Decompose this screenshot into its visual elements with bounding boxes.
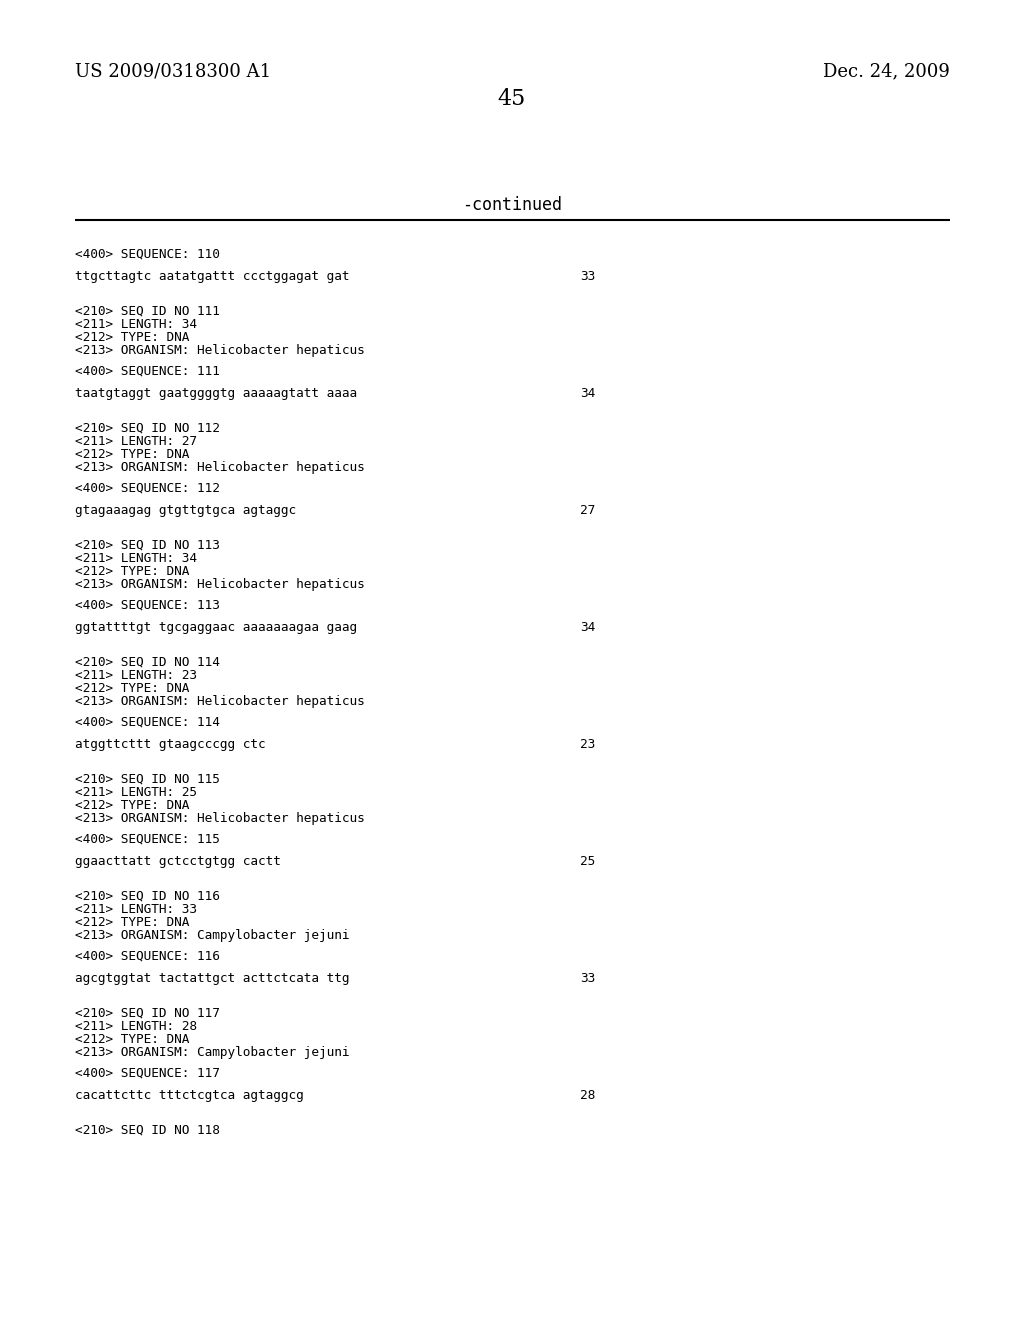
Text: <212> TYPE: DNA: <212> TYPE: DNA: [75, 799, 189, 812]
Text: <400> SEQUENCE: 112: <400> SEQUENCE: 112: [75, 482, 220, 495]
Text: gtagaaagag gtgttgtgca agtaggc: gtagaaagag gtgttgtgca agtaggc: [75, 504, 296, 517]
Text: <213> ORGANISM: Helicobacter hepaticus: <213> ORGANISM: Helicobacter hepaticus: [75, 812, 365, 825]
Text: <212> TYPE: DNA: <212> TYPE: DNA: [75, 447, 189, 461]
Text: -continued: -continued: [462, 195, 562, 214]
Text: <212> TYPE: DNA: <212> TYPE: DNA: [75, 1034, 189, 1045]
Text: <213> ORGANISM: Helicobacter hepaticus: <213> ORGANISM: Helicobacter hepaticus: [75, 578, 365, 591]
Text: 23: 23: [580, 738, 595, 751]
Text: US 2009/0318300 A1: US 2009/0318300 A1: [75, 62, 271, 81]
Text: <210> SEQ ID NO 117: <210> SEQ ID NO 117: [75, 1007, 220, 1020]
Text: <213> ORGANISM: Helicobacter hepaticus: <213> ORGANISM: Helicobacter hepaticus: [75, 461, 365, 474]
Text: <212> TYPE: DNA: <212> TYPE: DNA: [75, 331, 189, 345]
Text: <400> SEQUENCE: 117: <400> SEQUENCE: 117: [75, 1067, 220, 1080]
Text: cacattcttc tttctcgtca agtaggcg: cacattcttc tttctcgtca agtaggcg: [75, 1089, 304, 1102]
Text: <210> SEQ ID NO 115: <210> SEQ ID NO 115: [75, 774, 220, 785]
Text: <210> SEQ ID NO 118: <210> SEQ ID NO 118: [75, 1125, 220, 1137]
Text: <212> TYPE: DNA: <212> TYPE: DNA: [75, 682, 189, 696]
Text: <212> TYPE: DNA: <212> TYPE: DNA: [75, 916, 189, 929]
Text: ggaacttatt gctcctgtgg cactt: ggaacttatt gctcctgtgg cactt: [75, 855, 281, 869]
Text: <400> SEQUENCE: 114: <400> SEQUENCE: 114: [75, 715, 220, 729]
Text: <213> ORGANISM: Campylobacter jejuni: <213> ORGANISM: Campylobacter jejuni: [75, 1045, 349, 1059]
Text: 28: 28: [580, 1089, 595, 1102]
Text: <211> LENGTH: 33: <211> LENGTH: 33: [75, 903, 197, 916]
Text: <212> TYPE: DNA: <212> TYPE: DNA: [75, 565, 189, 578]
Text: 34: 34: [580, 387, 595, 400]
Text: 25: 25: [580, 855, 595, 869]
Text: <211> LENGTH: 27: <211> LENGTH: 27: [75, 436, 197, 447]
Text: <210> SEQ ID NO 116: <210> SEQ ID NO 116: [75, 890, 220, 903]
Text: taatgtaggt gaatggggtg aaaaagtatt aaaa: taatgtaggt gaatggggtg aaaaagtatt aaaa: [75, 387, 357, 400]
Text: <210> SEQ ID NO 111: <210> SEQ ID NO 111: [75, 305, 220, 318]
Text: <400> SEQUENCE: 111: <400> SEQUENCE: 111: [75, 366, 220, 378]
Text: ggtattttgt tgcgaggaac aaaaaaagaa gaag: ggtattttgt tgcgaggaac aaaaaaagaa gaag: [75, 620, 357, 634]
Text: <210> SEQ ID NO 114: <210> SEQ ID NO 114: [75, 656, 220, 669]
Text: <211> LENGTH: 28: <211> LENGTH: 28: [75, 1020, 197, 1034]
Text: 33: 33: [580, 271, 595, 282]
Text: agcgtggtat tactattgct acttctcata ttg: agcgtggtat tactattgct acttctcata ttg: [75, 972, 349, 985]
Text: <210> SEQ ID NO 113: <210> SEQ ID NO 113: [75, 539, 220, 552]
Text: <400> SEQUENCE: 113: <400> SEQUENCE: 113: [75, 599, 220, 612]
Text: <400> SEQUENCE: 110: <400> SEQUENCE: 110: [75, 248, 220, 261]
Text: 45: 45: [498, 88, 526, 110]
Text: <211> LENGTH: 23: <211> LENGTH: 23: [75, 669, 197, 682]
Text: 33: 33: [580, 972, 595, 985]
Text: atggttcttt gtaagcccgg ctc: atggttcttt gtaagcccgg ctc: [75, 738, 265, 751]
Text: <213> ORGANISM: Helicobacter hepaticus: <213> ORGANISM: Helicobacter hepaticus: [75, 696, 365, 708]
Text: ttgcttagtc aatatgattt ccctggagat gat: ttgcttagtc aatatgattt ccctggagat gat: [75, 271, 349, 282]
Text: <211> LENGTH: 34: <211> LENGTH: 34: [75, 552, 197, 565]
Text: 34: 34: [580, 620, 595, 634]
Text: <213> ORGANISM: Campylobacter jejuni: <213> ORGANISM: Campylobacter jejuni: [75, 929, 349, 942]
Text: Dec. 24, 2009: Dec. 24, 2009: [823, 62, 950, 81]
Text: <213> ORGANISM: Helicobacter hepaticus: <213> ORGANISM: Helicobacter hepaticus: [75, 345, 365, 356]
Text: <210> SEQ ID NO 112: <210> SEQ ID NO 112: [75, 422, 220, 436]
Text: <211> LENGTH: 25: <211> LENGTH: 25: [75, 785, 197, 799]
Text: <400> SEQUENCE: 115: <400> SEQUENCE: 115: [75, 833, 220, 846]
Text: <400> SEQUENCE: 116: <400> SEQUENCE: 116: [75, 950, 220, 964]
Text: <211> LENGTH: 34: <211> LENGTH: 34: [75, 318, 197, 331]
Text: 27: 27: [580, 504, 595, 517]
